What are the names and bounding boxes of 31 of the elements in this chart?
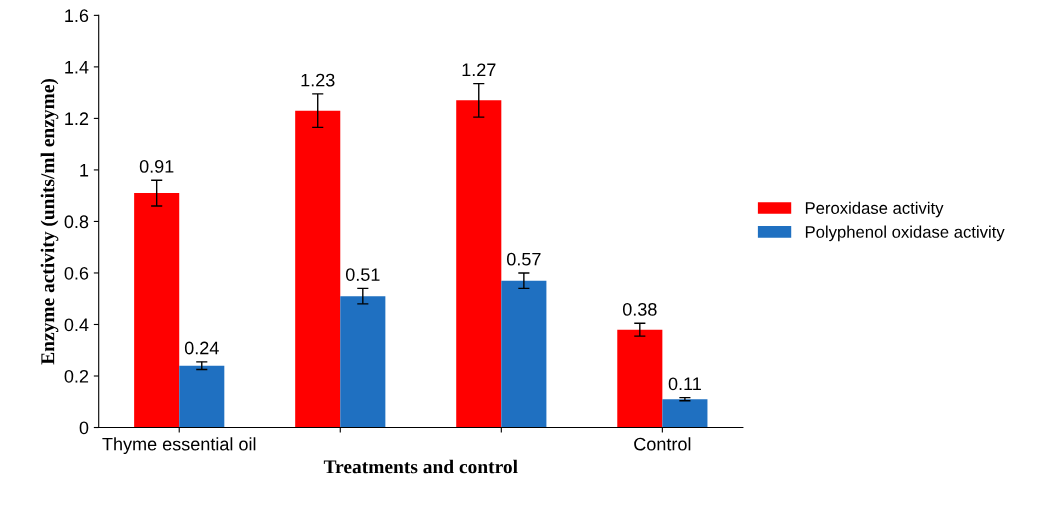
data-label: 0.51 xyxy=(345,268,380,281)
y-tick-label: 0.2 xyxy=(64,369,89,383)
bar xyxy=(295,110,341,428)
y-tick-label: 1.2 xyxy=(65,112,89,125)
y-tick-label: 0.6 xyxy=(64,266,89,280)
data-label: 0.24 xyxy=(184,341,219,355)
y-axis-title: Enzyme activity (units/ml enzyme) xyxy=(40,78,59,365)
y-tick-label: 0 xyxy=(79,421,89,435)
x-tick-label: Control xyxy=(634,437,691,451)
y-tick-label: 0.4 xyxy=(64,318,89,332)
bar xyxy=(179,365,225,428)
bar xyxy=(662,399,708,428)
bar xyxy=(617,329,663,428)
legend-label: Polyphenol oxidase activity xyxy=(805,225,1005,242)
bar xyxy=(340,296,386,428)
y-tick-label: 1.4 xyxy=(65,61,89,74)
x-tick-label: Thyme essential oil xyxy=(102,437,256,455)
data-label: 1.23 xyxy=(301,73,335,87)
data-label: 0.11 xyxy=(668,377,701,391)
y-tick-label: 0.8 xyxy=(64,215,89,229)
data-label: 1.27 xyxy=(462,63,496,77)
y-tick-label: 1 xyxy=(80,164,89,177)
data-label: 0.91 xyxy=(139,160,174,173)
bar xyxy=(501,280,547,428)
y-tick-label: 1.6 xyxy=(65,9,89,23)
data-label: 0.38 xyxy=(622,302,657,316)
bar xyxy=(134,193,180,428)
x-axis-title: Treatments and control xyxy=(323,459,518,474)
data-label: 0.57 xyxy=(507,252,541,266)
bar xyxy=(456,100,502,428)
legend-label: Peroxidase activity xyxy=(805,201,944,218)
